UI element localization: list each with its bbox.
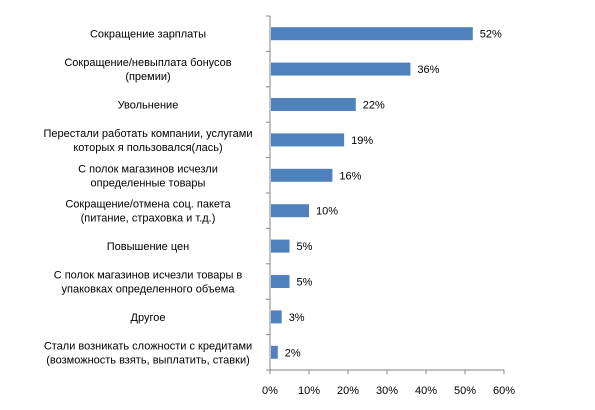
data-label: 52% — [480, 29, 502, 41]
value-labels: 52% 36% 22% 19% 16% 10% 5% 5% 3% 2% — [285, 29, 502, 360]
data-label: 36% — [417, 64, 439, 76]
bar — [271, 133, 345, 147]
category-label: Стали возникать сложности с кредитами (во… — [44, 340, 252, 366]
category-label: Сокращение/отмена соц. пакета (питание, с… — [65, 199, 231, 225]
data-label: 19% — [351, 135, 373, 147]
x-tick-label: 10% — [298, 385, 320, 397]
data-label: 3% — [289, 312, 305, 324]
x-tick-label: 0% — [262, 385, 278, 397]
bar — [271, 239, 290, 253]
data-label: 5% — [297, 241, 313, 253]
category-labels: Сокращение зарплаты Сокращение/невыплата … — [44, 29, 253, 367]
bar — [271, 62, 411, 76]
x-tick-label: 60% — [493, 385, 515, 397]
data-label: 5% — [297, 277, 313, 289]
category-label: Увольнение — [118, 100, 179, 112]
data-label: 2% — [285, 347, 301, 359]
category-label: Сокращение/невыплата бонусов (премии) — [64, 57, 231, 83]
x-axis-ticks: 0% 10% 20% 30% 40% 50% 60% — [262, 370, 515, 397]
category-label: С полок магазинов исчезли товары в упаков… — [54, 270, 243, 296]
data-label: 16% — [339, 170, 361, 182]
x-tick-label: 30% — [376, 385, 398, 397]
data-label: 22% — [363, 100, 385, 112]
bar — [271, 204, 309, 218]
chart-bars — [271, 27, 473, 359]
bar — [271, 27, 473, 41]
x-tick-label: 20% — [337, 385, 359, 397]
bar — [271, 168, 333, 182]
bar — [271, 275, 290, 288]
bar — [271, 310, 282, 324]
x-tick-label: 40% — [415, 385, 437, 397]
category-label: С полок магазинов исчезли определенные то… — [78, 163, 218, 189]
x-tick-label: 50% — [454, 385, 476, 397]
category-label: Повышение цен — [107, 241, 189, 253]
data-label: 10% — [316, 206, 338, 218]
category-label: Сокращение зарплаты — [90, 29, 206, 41]
category-label: Перестали работать компании, услугами кот… — [44, 128, 253, 154]
category-label: Другое — [131, 312, 166, 324]
bar — [271, 345, 278, 359]
bar — [271, 98, 356, 111]
